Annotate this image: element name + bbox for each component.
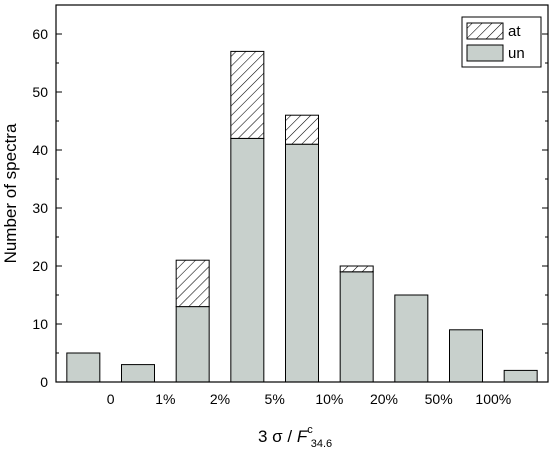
x-tick-label-5: 20% [370, 391, 398, 407]
legend-swatch-at [466, 22, 504, 40]
y-tick-label-3: 30 [32, 200, 48, 216]
y-tick-label-5: 50 [32, 84, 48, 100]
y-tick-label-6: 60 [32, 26, 48, 42]
bars-layer [66, 50, 538, 383]
x-tick-label-4: 10% [315, 391, 343, 407]
bar-un-4 [285, 143, 319, 383]
legend-label-at: at [508, 23, 521, 40]
bar-un-8 [503, 369, 538, 383]
x-axis-label-sup: c [307, 424, 313, 436]
bar-un-6 [394, 294, 429, 383]
legend-swatch-un [466, 44, 504, 62]
bar-un-7 [449, 329, 483, 383]
x-tick-label-3: 5% [265, 391, 285, 407]
x-tick-label-0: 0 [107, 391, 115, 407]
x-axis-label-sub: 34.6 [311, 438, 332, 449]
bar-at-4 [285, 114, 319, 145]
bar-at-3 [230, 50, 265, 139]
x-tick-label-6: 50% [425, 391, 453, 407]
y-tick-label-0: 0 [40, 374, 48, 390]
legend: at un [461, 16, 542, 68]
y-tick-label-2: 20 [32, 258, 48, 274]
plot-frame [55, 4, 549, 383]
bar-at-5 [339, 265, 374, 273]
axes-layer: 0 10 20 30 40 50 60 0 1% 2% 5% 10% 20% 50% 100% [32, 26, 548, 407]
x-tick-label-2: 2% [210, 391, 230, 407]
x-tick-label-1: 1% [155, 391, 175, 407]
bar-un-0 [66, 352, 101, 383]
legend-label-un: un [508, 45, 525, 62]
y-tick-label-1: 10 [32, 316, 48, 332]
x-axis-label-prefix: 3 σ / [258, 427, 297, 446]
x-axis-label: 3 σ / Fc 34.6 [258, 424, 332, 449]
x-axis-label-italic: F [297, 427, 309, 446]
bar-at-2 [175, 259, 210, 308]
x-tick-label-7: 100% [475, 391, 511, 407]
bar-un-2 [175, 306, 210, 383]
bar-un-3 [230, 137, 265, 383]
bar-un-5 [339, 271, 374, 383]
y-tick-label-4: 40 [32, 142, 48, 158]
bar-un-1 [121, 364, 155, 383]
y-axis-label: Number of spectra [1, 123, 20, 263]
